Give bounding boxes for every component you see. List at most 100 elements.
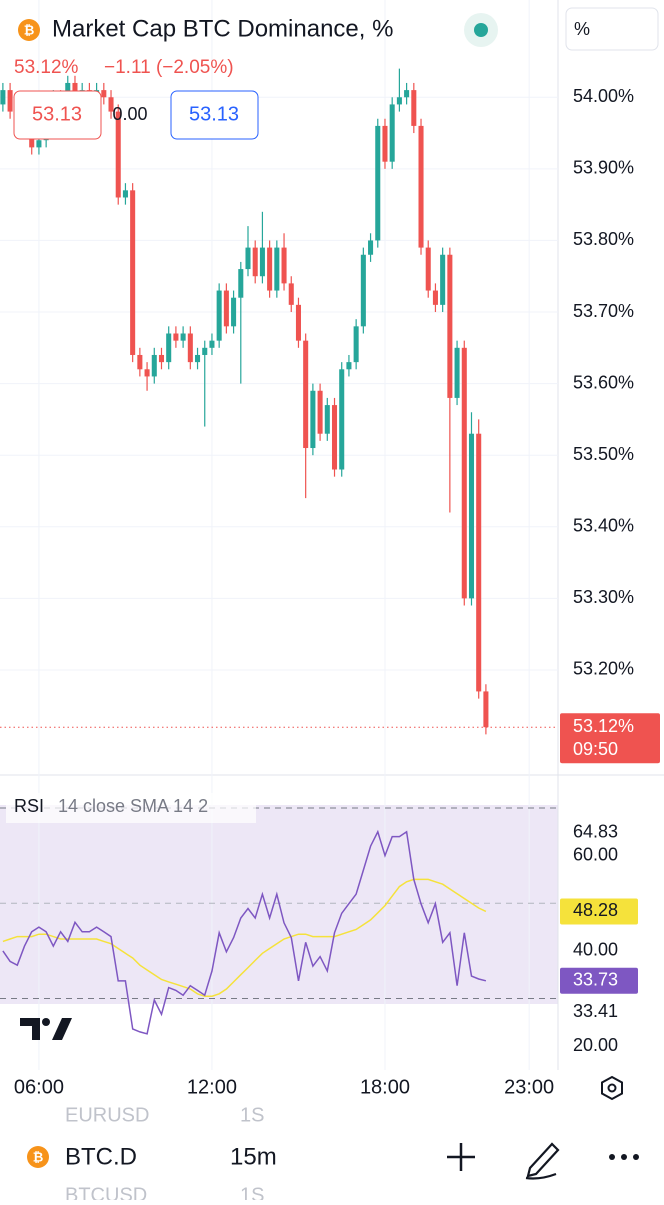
rsi-tick-label: 60.00 xyxy=(573,844,618,864)
candle-body xyxy=(411,90,417,126)
candle-body xyxy=(346,362,352,370)
x-tick-label: 23:00 xyxy=(504,1076,554,1098)
title: Market Cap BTC Dominance, % xyxy=(52,15,393,42)
candle-body xyxy=(0,90,6,105)
more-icon[interactable] xyxy=(609,1154,639,1160)
y-tick-label: 53.30% xyxy=(573,587,634,607)
x-tick-label: 12:00 xyxy=(187,1076,237,1098)
rsi-badge xyxy=(560,898,638,925)
candle-body xyxy=(209,340,215,348)
candle-body xyxy=(425,247,431,291)
candle-body xyxy=(303,340,309,449)
candle-body xyxy=(137,354,143,370)
candle-body xyxy=(101,90,107,98)
candle-body xyxy=(404,90,410,98)
candle-body xyxy=(454,347,460,398)
y-tick-label: 53.50% xyxy=(573,444,634,464)
candle-body xyxy=(324,405,330,434)
btc-icon-glyph: ₿ xyxy=(33,1149,44,1164)
candle-body xyxy=(274,247,280,291)
candle-body xyxy=(252,247,258,277)
behind-symbol: EURUSD xyxy=(65,1104,149,1126)
candle-body xyxy=(317,390,323,434)
candle-body xyxy=(339,369,345,470)
candle-body xyxy=(476,433,482,692)
sell-price: 53.13 xyxy=(32,103,82,125)
settings-icon[interactable] xyxy=(601,1075,623,1101)
behind-symbol: BTCUSD xyxy=(65,1184,147,1200)
candle-body xyxy=(389,104,395,162)
rsi-tick-label: 20.00 xyxy=(573,1035,618,1055)
candle-body xyxy=(115,111,121,198)
candle-body xyxy=(144,369,150,377)
candle-body xyxy=(440,254,446,305)
logo xyxy=(20,1018,40,1040)
candle-body xyxy=(173,333,179,341)
y-tick-label: 53.40% xyxy=(573,516,634,536)
behind-interval: 1S xyxy=(240,1184,264,1200)
toolbar-bg xyxy=(0,1122,664,1200)
last-value: 53.12% xyxy=(14,57,79,78)
candle-body xyxy=(295,304,301,341)
candle-body xyxy=(418,125,424,248)
logo-dot xyxy=(42,1018,50,1026)
candle-body xyxy=(166,333,172,363)
unit-button[interactable] xyxy=(565,7,659,51)
candle-body xyxy=(180,333,186,341)
candle-body xyxy=(288,283,294,305)
btc-icon-glyph: ₿ xyxy=(24,22,35,37)
spread: 0.00 xyxy=(112,104,147,124)
behind-interval: 1S xyxy=(240,1104,264,1126)
candle-body xyxy=(461,347,467,599)
symbol[interactable]: BTC.D xyxy=(65,1143,137,1170)
candle-body xyxy=(468,433,475,599)
sell-button[interactable] xyxy=(13,90,102,140)
draw-icon[interactable] xyxy=(525,1142,560,1180)
rsi-badge xyxy=(560,967,638,994)
plot xyxy=(0,68,558,1035)
candle-body xyxy=(187,333,193,363)
logo-slash xyxy=(52,1018,72,1040)
candle-body xyxy=(216,290,222,341)
rsi-tick-label: 64.83 xyxy=(573,821,618,841)
candle-body xyxy=(396,97,402,105)
y-tick-label: 53.20% xyxy=(573,659,634,679)
candle-body xyxy=(368,240,374,255)
candle-body xyxy=(267,247,273,291)
last-price-badge xyxy=(560,713,660,764)
rsi-badge-label: 48.28 xyxy=(573,900,618,920)
candle-body xyxy=(158,354,165,363)
settings-icon-hole xyxy=(607,1083,617,1093)
candle-body xyxy=(259,247,265,277)
candle-body xyxy=(382,125,388,162)
candle-body xyxy=(245,247,251,270)
y-tick-label: 54.00% xyxy=(573,86,634,106)
candle-body xyxy=(195,354,201,363)
candle-body xyxy=(432,290,438,305)
candle-body xyxy=(231,297,237,327)
candle-body xyxy=(483,691,489,728)
candle-body xyxy=(360,254,366,327)
add-icon[interactable] xyxy=(447,1143,475,1171)
candle-body xyxy=(375,125,381,241)
unit-label: % xyxy=(574,19,590,39)
buy-button[interactable] xyxy=(170,90,259,140)
change: −1.11 (−2.05%) xyxy=(104,57,234,78)
rsi-legend-bg xyxy=(6,793,256,823)
rsi-badge-label: 33.73 xyxy=(573,970,618,990)
last-price-label: 53.12% xyxy=(573,716,634,736)
rsi-line xyxy=(2,829,487,1035)
rsi-label: RSI xyxy=(14,796,44,816)
status-dot xyxy=(474,23,488,37)
buy-price: 53.13 xyxy=(189,103,239,125)
candle-body xyxy=(72,82,78,98)
btc-icon xyxy=(27,1146,49,1168)
candle-body xyxy=(281,247,287,284)
interval[interactable]: 15m xyxy=(230,1143,277,1170)
candle-body xyxy=(447,254,453,398)
rsi-tick-label: 33.41 xyxy=(573,1001,618,1021)
candle-body xyxy=(151,354,157,377)
candle-body xyxy=(238,269,244,298)
